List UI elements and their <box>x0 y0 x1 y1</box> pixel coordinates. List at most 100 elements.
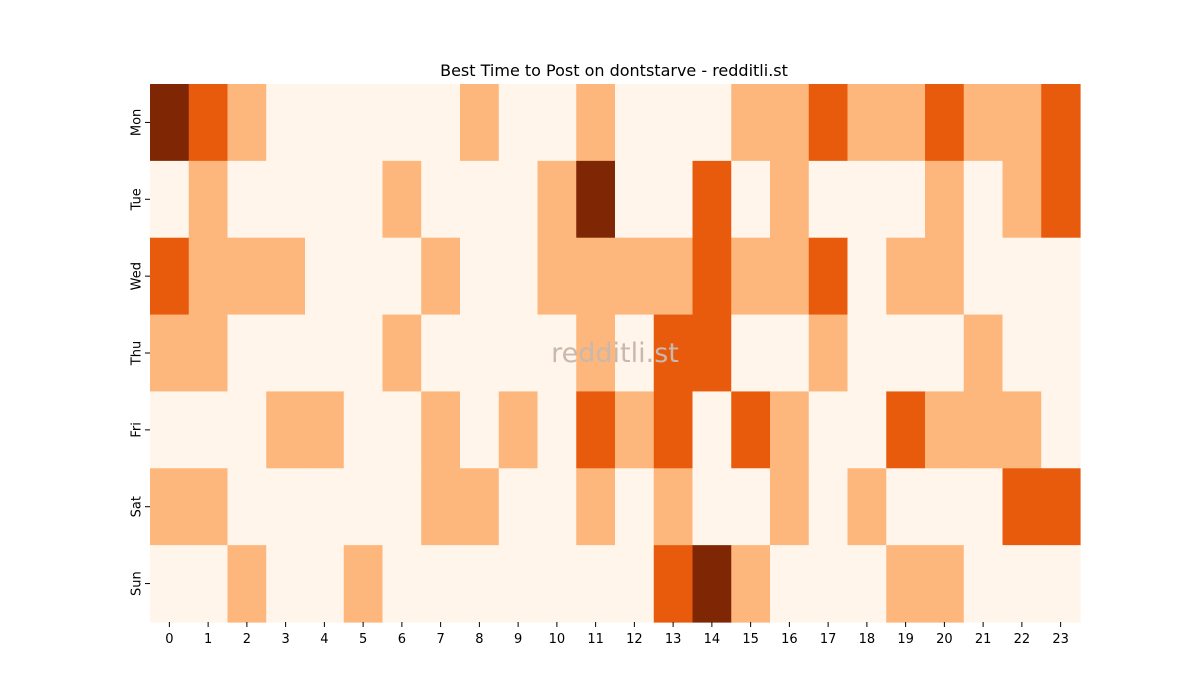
heatmap-cell <box>421 84 461 162</box>
x-tick-label: 7 <box>436 632 444 647</box>
heatmap-cell <box>615 314 655 393</box>
heatmap-cell <box>847 391 887 469</box>
heatmap-cell <box>770 391 810 469</box>
heatmap-cell <box>343 545 384 623</box>
heatmap-cell <box>770 314 810 393</box>
heatmap-cell <box>150 84 190 162</box>
heatmap-cell <box>460 237 500 316</box>
heatmap-cell <box>808 160 849 239</box>
heatmap-cell <box>266 314 306 393</box>
heatmap-cell <box>692 160 732 239</box>
x-tick-label: 1 <box>204 632 212 647</box>
heatmap-cell <box>266 160 306 239</box>
heatmap-cell <box>343 160 384 239</box>
x-tick-label: 15 <box>742 632 759 647</box>
heatmap-cell <box>1002 314 1042 393</box>
x-tick-label: 18 <box>859 632 876 647</box>
heatmap-cell <box>188 391 229 469</box>
heatmap-cell <box>963 160 1004 239</box>
heatmap-cell <box>188 237 229 316</box>
heatmap-cell <box>421 237 461 316</box>
heatmap-cell <box>421 545 461 623</box>
heatmap-cell <box>847 84 887 162</box>
x-tick-label: 11 <box>587 632 604 647</box>
heatmap-cell <box>692 391 732 469</box>
heatmap-cell <box>653 468 694 546</box>
heatmap-cell <box>615 84 655 162</box>
heatmap-cell <box>692 84 732 162</box>
heatmap-cell <box>886 314 926 393</box>
watermark-text: redditli.st <box>551 338 679 369</box>
heatmap-cell <box>886 391 926 469</box>
heatmap-cell <box>150 468 190 546</box>
x-tick-label: 13 <box>665 632 682 647</box>
heatmap-cell <box>498 314 539 393</box>
heatmap-cell <box>1002 391 1042 469</box>
heatmap-cell <box>925 314 965 393</box>
heatmap-cell <box>305 314 345 393</box>
x-tick-label: 10 <box>549 632 566 647</box>
heatmap-cell <box>615 160 655 239</box>
heatmap-cell <box>963 314 1004 393</box>
heatmap-cell <box>886 545 926 623</box>
y-tick-label: Thu <box>130 341 145 366</box>
heatmap-cell <box>537 237 577 316</box>
heatmap-cell <box>460 160 500 239</box>
x-tick-label: 3 <box>281 632 289 647</box>
heatmap-cell <box>227 314 267 393</box>
heatmap-cell <box>925 237 965 316</box>
heatmap-cell <box>150 160 190 239</box>
heatmap-cell <box>963 84 1004 162</box>
heatmap-cell <box>731 545 771 623</box>
heatmap-cell <box>498 545 539 623</box>
x-tick-label: 4 <box>320 632 328 647</box>
heatmap-cell <box>305 84 345 162</box>
heatmap-cell <box>460 545 500 623</box>
heatmap-cell <box>1041 237 1081 316</box>
heatmap-cell <box>382 391 422 469</box>
heatmap-cell <box>498 391 539 469</box>
heatmap-cell <box>615 545 655 623</box>
heatmap-cell <box>731 84 771 162</box>
heatmap-cell <box>692 545 732 623</box>
heatmap-cell <box>808 314 849 393</box>
heatmap-cell <box>188 468 229 546</box>
heatmap-cell <box>1002 84 1042 162</box>
heatmap-cell <box>305 160 345 239</box>
heatmap-cell <box>576 391 616 469</box>
heatmap-cell <box>305 391 345 469</box>
heatmap-cell <box>770 160 810 239</box>
heatmap-cell <box>266 545 306 623</box>
heatmap-cell <box>770 237 810 316</box>
heatmap-cell <box>576 545 616 623</box>
heatmap-cell <box>653 314 694 393</box>
heatmap-cell <box>692 237 732 316</box>
x-tick-label: 17 <box>820 632 837 647</box>
heatmap-cell <box>731 468 771 546</box>
heatmap-cell <box>576 160 616 239</box>
heatmap-cell <box>266 468 306 546</box>
heatmap-cell <box>343 468 384 546</box>
heatmap-cell <box>925 84 965 162</box>
heatmap-cell <box>963 545 1004 623</box>
heatmap-cell <box>1041 84 1081 162</box>
heatmap-cell <box>266 237 306 316</box>
heatmap-cell <box>847 545 887 623</box>
heatmap-cell <box>886 160 926 239</box>
heatmap-cell <box>731 314 771 393</box>
heatmap-cell <box>343 84 384 162</box>
heatmap-cell <box>498 468 539 546</box>
heatmap-cell <box>343 237 384 316</box>
heatmap-cell <box>227 391 267 469</box>
x-tick-label: 23 <box>1052 632 1069 647</box>
y-tick-label: Sun <box>130 571 145 596</box>
heatmap-cell <box>498 237 539 316</box>
y-tick-label: Mon <box>130 109 145 136</box>
heatmap-cell <box>886 84 926 162</box>
heatmap-cell <box>576 314 616 393</box>
heatmap-cell <box>1002 160 1042 239</box>
x-tick-label: 6 <box>398 632 406 647</box>
heatmap-cell <box>808 391 849 469</box>
heatmap-cell <box>925 545 965 623</box>
heatmap-cell <box>305 545 345 623</box>
